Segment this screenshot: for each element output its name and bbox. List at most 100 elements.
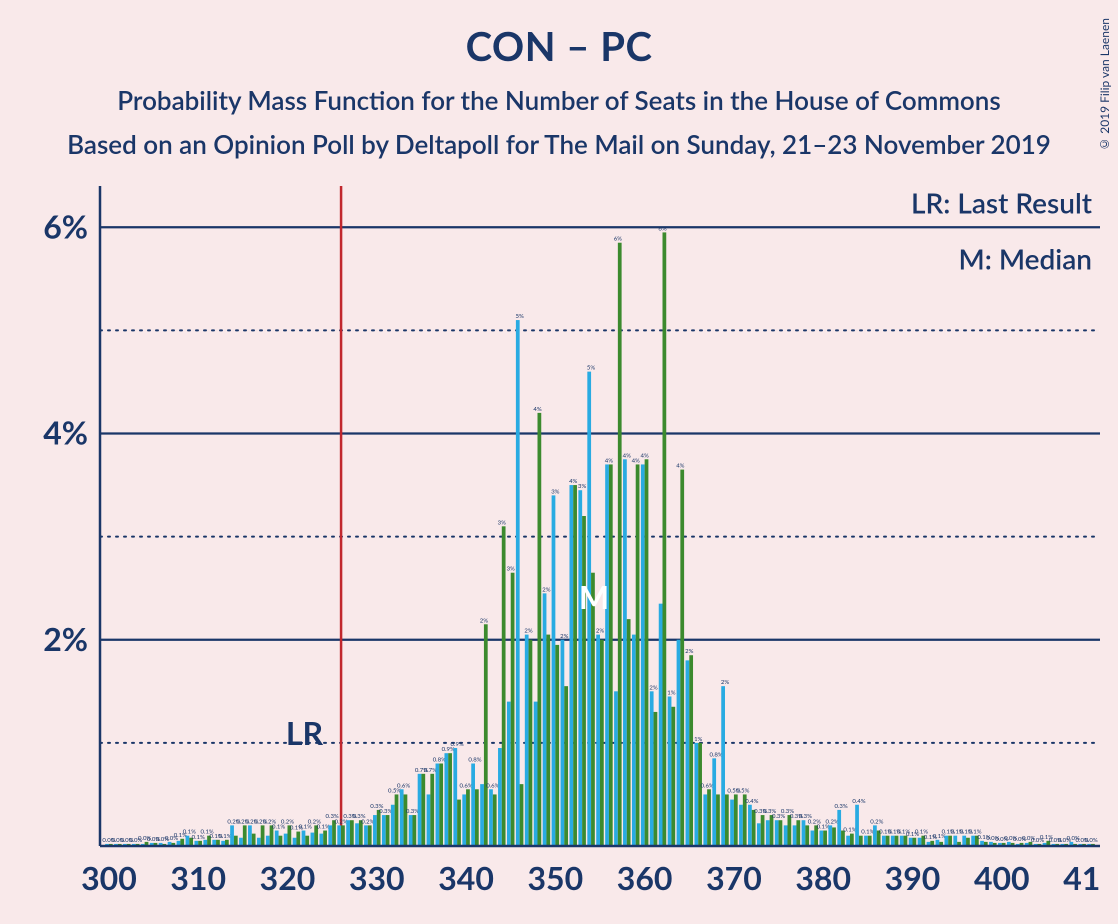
bar-series-b — [261, 825, 265, 846]
bar-series-b — [279, 836, 283, 846]
bar-series-a — [391, 805, 395, 846]
chart-subtitle-1: Probability Mass Function for the Number… — [0, 84, 1118, 116]
bar-series-a — [409, 815, 413, 846]
bar-series-a — [882, 836, 886, 846]
bar-value-label: 0.3% — [379, 808, 392, 815]
bar-value-label: 0.2% — [826, 818, 839, 825]
bar-value-label: 0.1% — [218, 833, 231, 840]
bar-series-b — [868, 836, 872, 846]
bar-series-b — [493, 794, 497, 846]
bar-series-a — [873, 825, 877, 846]
bar-series-a — [328, 825, 332, 846]
bar-series-b — [439, 764, 443, 847]
m-annotation: M — [579, 577, 609, 616]
bar-series-a — [364, 825, 368, 846]
bar-series-a — [186, 836, 190, 846]
bar-series-a — [507, 702, 511, 846]
bar-series-b — [421, 774, 425, 846]
bar-series-a — [739, 805, 743, 846]
lr-annotation: LR — [286, 713, 324, 752]
x-tick-label: 340 — [438, 858, 494, 897]
bar-series-b — [475, 789, 479, 846]
bar-series-b — [805, 825, 809, 846]
title-block: CON – PC Probability Mass Function for t… — [0, 0, 1118, 160]
bar-series-b — [654, 712, 658, 846]
bar-value-label: 0.7% — [424, 767, 437, 774]
bar-series-b — [582, 516, 586, 846]
bar-series-a — [355, 823, 359, 846]
bar-value-label: 3% — [551, 488, 559, 495]
x-tick-label: 350 — [528, 858, 584, 897]
bar-series-b — [734, 794, 738, 846]
bar-series-b — [484, 624, 488, 846]
bar-series-b — [859, 836, 863, 846]
bar-series-a — [659, 604, 663, 846]
bar-series-b — [796, 820, 800, 846]
bar-series-a — [284, 834, 288, 846]
bar-value-label: 0.1% — [317, 824, 330, 831]
bar-value-label: 0.1% — [861, 829, 874, 836]
y-tick-label: 4% — [43, 413, 88, 452]
bar-value-label: 0.8% — [433, 757, 446, 764]
bar-series-b — [680, 470, 684, 846]
bar-series-a — [561, 640, 565, 846]
bar-series-b — [752, 810, 756, 846]
bar-series-b — [671, 707, 675, 846]
y-tick-label: 6% — [43, 206, 88, 245]
bar-series-b — [323, 831, 327, 846]
bar-value-label: 5% — [515, 313, 523, 320]
bar-series-a — [578, 490, 582, 846]
bar-value-label: 0.3% — [834, 803, 847, 810]
bar-series-a — [703, 794, 707, 846]
bar-series-b — [823, 831, 827, 846]
bar-series-b — [850, 834, 854, 846]
bar-series-b — [636, 464, 640, 846]
bar-series-b — [243, 825, 247, 846]
bar-value-label: 2% — [542, 586, 550, 593]
bar-value-label: 2% — [721, 679, 729, 686]
bar-series-b — [600, 640, 604, 846]
bar-value-label: 0.0% — [1084, 837, 1097, 844]
legend-lr: LR: Last Result — [911, 186, 1093, 219]
bar-value-label: 2% — [649, 684, 657, 691]
bar-series-a — [668, 696, 672, 846]
bar-value-label: 3% — [498, 519, 506, 526]
bar-series-a — [373, 815, 377, 846]
bar-value-label: 4% — [623, 452, 631, 459]
bar-series-a — [632, 635, 636, 846]
bar-series-a — [516, 320, 520, 846]
bar-series-b — [341, 825, 345, 846]
bar-series-a — [489, 789, 493, 846]
bar-series-b — [555, 645, 559, 846]
bar-series-b — [350, 820, 354, 846]
bar-value-label: 0.6% — [397, 782, 410, 789]
bar-series-a — [230, 825, 234, 846]
bar-series-a — [864, 836, 868, 846]
bar-series-a — [944, 836, 948, 846]
bar-series-a — [471, 764, 475, 847]
bar-series-b — [234, 836, 238, 846]
bar-value-label: 2% — [685, 648, 693, 655]
bar-series-a — [775, 820, 779, 846]
bar-value-label: 0.5% — [736, 787, 749, 794]
bar-series-a — [525, 635, 529, 846]
bar-value-label: 3% — [507, 566, 515, 573]
bar-value-label: 0.6% — [486, 782, 499, 789]
bar-series-b — [377, 810, 381, 846]
bar-series-a — [382, 815, 386, 846]
bar-series-b — [305, 836, 309, 846]
bar-value-label: 1% — [694, 736, 702, 743]
bar-value-label: 2% — [560, 633, 568, 640]
bar-series-b — [716, 794, 720, 846]
bar-series-a — [855, 805, 859, 846]
bar-series-b — [698, 743, 702, 846]
bar-value-label: 0.4% — [745, 798, 758, 805]
bar-series-a — [641, 464, 645, 846]
x-tick-label: 380 — [795, 858, 851, 897]
bar-value-label: 2% — [480, 617, 488, 624]
bar-series-b — [618, 243, 622, 846]
bar-value-label: 1% — [667, 689, 675, 696]
x-tick-label: 320 — [260, 858, 316, 897]
copyright-text: © 2019 Filip van Laenen — [1097, 18, 1112, 152]
bar-value-label: 0.3% — [406, 808, 419, 815]
